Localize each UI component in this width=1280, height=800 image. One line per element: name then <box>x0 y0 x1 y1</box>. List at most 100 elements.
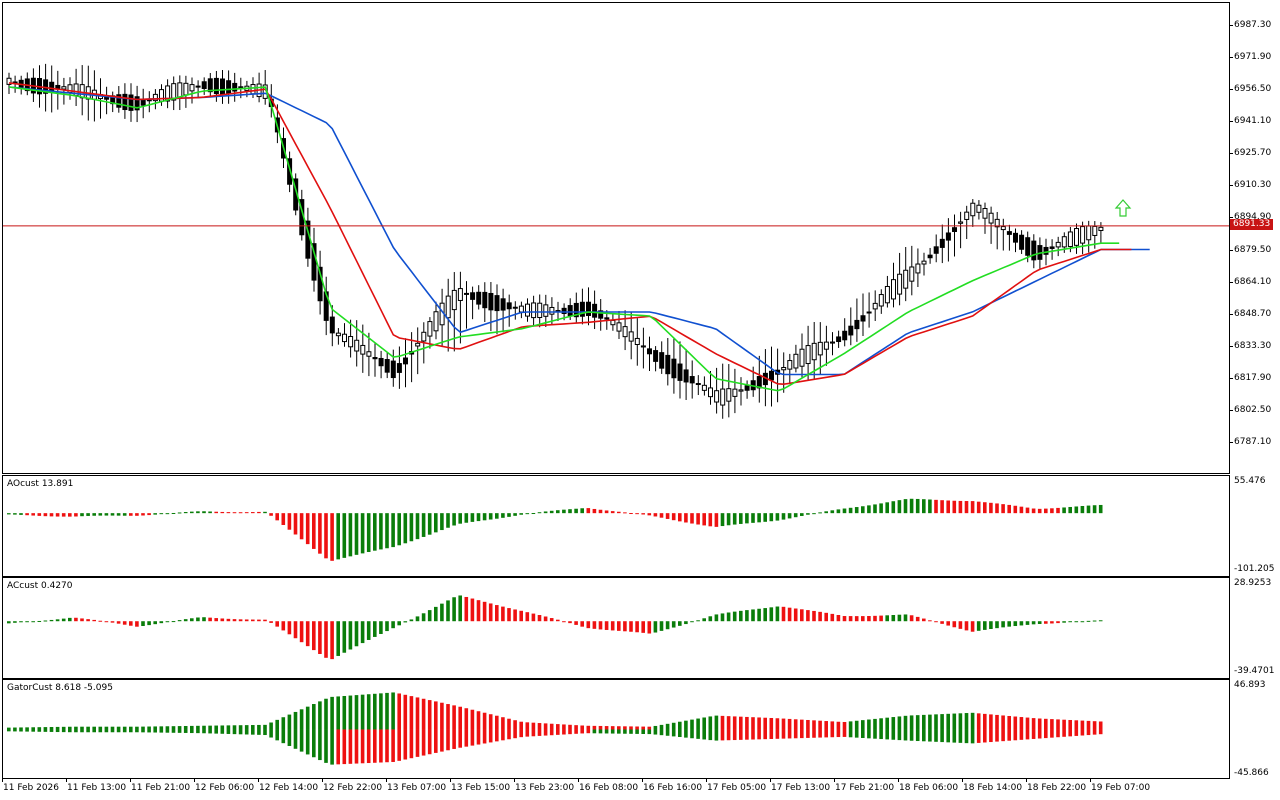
gator-lower-bar <box>196 729 200 734</box>
histogram-bar <box>684 621 688 625</box>
candle <box>994 218 1000 228</box>
candle <box>183 82 189 96</box>
gator-lower-bar <box>970 729 975 744</box>
histogram-bar <box>1013 621 1018 627</box>
gator-upper-bar <box>476 711 481 730</box>
gator-lower-bar <box>848 729 853 738</box>
gator-upper-bar <box>531 722 536 730</box>
histogram-bar <box>1013 505 1018 514</box>
candle <box>586 301 591 316</box>
candle <box>915 263 921 274</box>
gator-lower-bar <box>1031 729 1036 739</box>
histogram-bar <box>940 621 944 624</box>
price-chart-pane[interactable] <box>2 2 1230 474</box>
price-tick <box>1229 409 1233 411</box>
histogram-bar <box>1019 621 1024 626</box>
histogram-bar <box>793 608 798 622</box>
gator-lower-bar <box>92 729 96 733</box>
histogram-bar <box>739 610 743 622</box>
histogram-bar <box>958 500 963 514</box>
histogram-bar <box>501 606 505 622</box>
candle <box>1067 231 1073 248</box>
histogram-bar <box>574 508 578 514</box>
histogram-bar <box>556 619 560 622</box>
ao-pane[interactable]: AOcust 13.891 <box>2 475 1230 577</box>
histogram-bar <box>861 616 865 622</box>
candle <box>1049 246 1055 249</box>
candle <box>482 291 488 309</box>
gator-lower-bar <box>244 729 249 735</box>
gator-upper-bar <box>568 724 572 730</box>
histogram-bar <box>653 621 658 633</box>
price-label: 6864.10 <box>1234 276 1272 287</box>
histogram-bar <box>293 513 298 535</box>
candle <box>610 319 616 326</box>
gator-lower-bar <box>354 729 359 764</box>
candle <box>958 221 964 224</box>
histogram-bar <box>635 621 639 633</box>
gator-upper-bar <box>867 719 871 730</box>
current-price-tag: 6891.33 <box>1230 219 1274 230</box>
candle <box>647 348 652 355</box>
gator-lower-bar <box>116 729 121 733</box>
gator-lower-bar <box>775 729 780 739</box>
histogram-bar <box>122 621 127 625</box>
gator-upper-bar <box>818 720 822 730</box>
histogram-bar <box>159 621 164 624</box>
gator-lower-bar <box>891 729 896 740</box>
candle <box>952 227 957 232</box>
gator-lower-bar <box>263 729 267 736</box>
price-tick <box>1229 217 1233 219</box>
histogram-bar <box>513 609 517 622</box>
gator-upper-bar <box>952 713 957 730</box>
histogram-bar <box>110 621 115 623</box>
histogram-bar <box>312 513 316 549</box>
histogram-bar <box>745 513 749 524</box>
gator-upper-bar <box>86 726 90 730</box>
histogram-bar <box>244 619 249 622</box>
histogram-bar <box>690 513 694 524</box>
gator-lower-bar <box>68 729 72 733</box>
candle <box>866 311 872 314</box>
candle <box>213 77 219 95</box>
histogram-bar <box>775 606 780 622</box>
candle <box>714 390 720 403</box>
candle <box>738 389 744 392</box>
histogram-bar <box>55 619 60 622</box>
histogram-bar <box>43 620 48 622</box>
histogram-bar <box>281 513 286 525</box>
gator-lower-bar <box>427 729 432 755</box>
histogram-bar <box>598 509 603 514</box>
histogram-bar <box>897 614 902 622</box>
ac-pane[interactable]: ACcust 0.4270 <box>2 577 1230 679</box>
time-label: 11 Feb 21:00 <box>131 783 191 793</box>
histogram-bar <box>55 513 60 517</box>
time-label: 16 Feb 16:00 <box>643 783 703 793</box>
candle <box>494 295 500 312</box>
histogram-bar <box>440 603 444 622</box>
candle <box>366 351 372 357</box>
histogram-bar <box>458 513 462 524</box>
histogram-bar <box>324 513 328 559</box>
gator-upper-bar <box>787 718 792 730</box>
gator-pane[interactable]: GatorCust 8.618 -5.095 <box>2 679 1230 779</box>
histogram-bar <box>98 620 103 622</box>
gator-upper-bar <box>769 717 774 730</box>
histogram-bar <box>922 499 926 514</box>
gator-upper-bar <box>757 717 761 730</box>
candle <box>805 345 811 365</box>
histogram-bar <box>434 513 438 533</box>
gator-lower-bar <box>421 729 426 756</box>
gator-upper-bar <box>793 719 798 730</box>
histogram-bar <box>452 513 456 526</box>
candle <box>604 317 610 320</box>
histogram-bar <box>391 621 395 629</box>
histogram-bar <box>220 618 225 622</box>
candle <box>945 232 951 241</box>
candle <box>726 388 732 402</box>
histogram-bar <box>543 511 548 514</box>
histogram-bar <box>214 618 218 622</box>
histogram-bar <box>275 513 279 521</box>
time-tick <box>578 778 579 782</box>
gator-upper-bar <box>495 715 499 730</box>
